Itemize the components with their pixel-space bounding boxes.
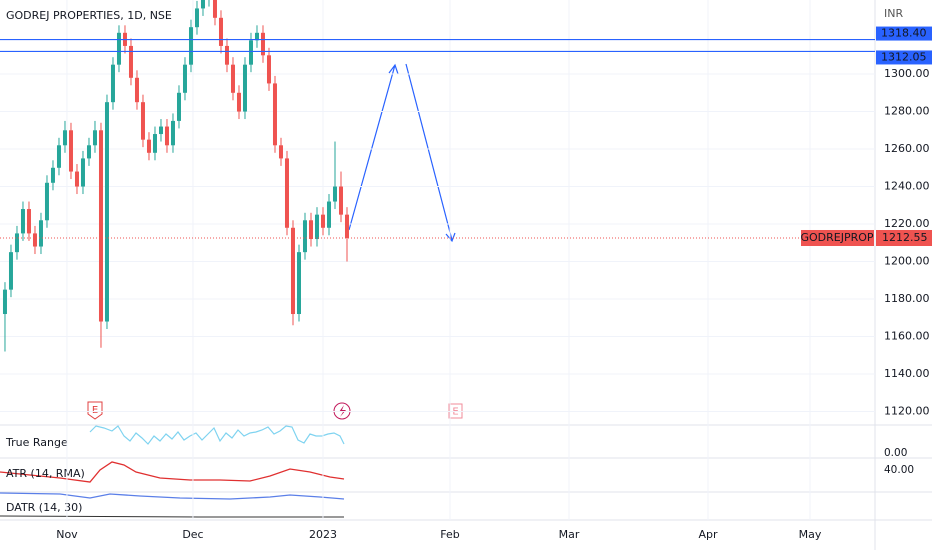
- y-tick-label: 1260.00: [884, 142, 930, 155]
- x-tick-label: 2023: [309, 528, 337, 541]
- candle-body: [176, 92, 181, 121]
- candle-body: [254, 32, 259, 41]
- candle-body: [98, 130, 103, 322]
- candle-body: [62, 130, 67, 146]
- earnings-marker[interactable]: [448, 403, 463, 419]
- lightning-icon: [339, 405, 346, 417]
- candle-body: [38, 220, 43, 247]
- indicator-axis-label: 0.00: [884, 447, 907, 459]
- candle-body: [290, 227, 295, 315]
- x-tick-label: Nov: [56, 528, 78, 541]
- last-price-box: [876, 229, 932, 246]
- y-tick-label: 1120.00: [884, 405, 930, 418]
- candle-body: [200, 0, 205, 9]
- y-tick-label: 1140.00: [884, 367, 930, 380]
- candle-body: [266, 55, 271, 84]
- candle-body: [296, 252, 301, 315]
- candle-body: [326, 201, 331, 228]
- candle-body: [272, 83, 277, 146]
- atr-ma-line: [0, 492, 345, 500]
- y-tick-label: 1160.00: [884, 330, 930, 343]
- y-tick-label: 1300.00: [884, 67, 930, 80]
- currency: INR: [884, 7, 903, 20]
- candle-body: [248, 40, 253, 65]
- candle-body: [32, 233, 37, 247]
- y-tick-label: 1240.00: [884, 180, 930, 193]
- indicator-label: ATR (14, RMA): [6, 467, 85, 480]
- candle-body: [278, 145, 283, 159]
- candle-body: [338, 186, 343, 215]
- candle-body: [2, 289, 7, 315]
- candle-body: [50, 167, 55, 183]
- candle-body: [74, 171, 79, 187]
- candle-body: [92, 130, 97, 146]
- indicator-label: True Range: [5, 436, 68, 449]
- indicator-label: DATR (14, 30): [6, 501, 82, 514]
- candle-body: [302, 220, 307, 253]
- candle-body: [242, 64, 247, 112]
- y-tick-label: 1280.00: [884, 105, 930, 118]
- symbol-label: GODREJPROP: [800, 231, 873, 244]
- price-label: 1318.40: [881, 27, 927, 40]
- chart-title: GODREJ PROPERTIES, 1D, NSE: [6, 9, 172, 22]
- true-range-line: [89, 425, 345, 445]
- candle-body: [284, 158, 289, 228]
- x-tick-label: Mar: [559, 528, 580, 541]
- candle-body: [224, 45, 229, 65]
- x-tick-label: May: [799, 528, 822, 541]
- candle-body: [344, 214, 349, 238]
- y-tick-label: 1180.00: [884, 292, 930, 305]
- atr-line: [0, 461, 345, 483]
- candle-body: [194, 8, 199, 28]
- candle-body: [152, 134, 157, 153]
- candle-body: [56, 145, 61, 168]
- candle-body: [110, 64, 115, 103]
- candle-body: [128, 45, 133, 78]
- candle-body: [218, 17, 223, 46]
- candle-body: [20, 209, 25, 234]
- x-tick-label: Dec: [182, 528, 203, 541]
- candle-body: [86, 145, 91, 159]
- candle-body: [230, 64, 235, 93]
- candle-body: [26, 209, 31, 234]
- candle-body: [44, 182, 49, 221]
- price-label-box: [876, 26, 932, 41]
- candle-body: [134, 77, 139, 103]
- candle-body: [116, 32, 121, 65]
- candle-body: [182, 64, 187, 93]
- x-tick-label: Feb: [440, 528, 459, 541]
- price-label-box: [876, 50, 932, 65]
- candle-body: [170, 120, 175, 146]
- candle-body: [164, 126, 169, 146]
- candle-body: [80, 158, 85, 187]
- earnings-marker-label: E: [92, 405, 98, 416]
- candle-body: [14, 233, 19, 253]
- x-tick-label: Apr: [699, 528, 719, 541]
- candle-body: [188, 27, 193, 65]
- candle-body: [308, 220, 313, 240]
- price-label: 1312.05: [881, 50, 927, 63]
- candle-body: [140, 102, 145, 140]
- y-tick-label: 1220.00: [884, 217, 930, 230]
- candle-body: [314, 214, 319, 240]
- drawing-arrow: [348, 63, 456, 243]
- symbol-label-box: [801, 229, 874, 246]
- candle-body: [146, 139, 151, 153]
- candle-body: [320, 214, 325, 228]
- candle-body: [212, 0, 217, 18]
- y-tick-label: 1200.00: [884, 255, 930, 268]
- candle-body: [8, 252, 13, 290]
- candle-body: [332, 186, 337, 202]
- candle-body: [104, 102, 109, 322]
- candle-body: [260, 32, 265, 56]
- candle-body: [158, 126, 163, 135]
- candle-body: [236, 92, 241, 112]
- last-price-label: 1212.55: [882, 231, 928, 244]
- candle-body: [68, 130, 73, 172]
- indicator-axis-label: 40.00: [884, 464, 914, 476]
